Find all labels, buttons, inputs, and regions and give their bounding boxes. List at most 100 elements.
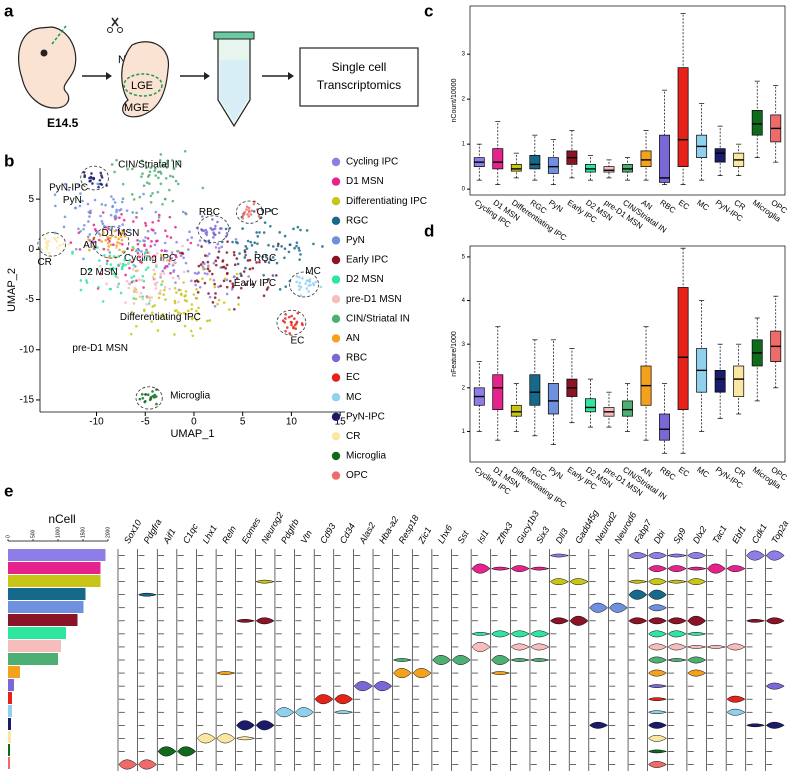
violin	[118, 759, 138, 770]
cell-dot	[69, 241, 73, 244]
cell-dot	[161, 202, 164, 206]
cell-dot	[163, 266, 167, 270]
box	[584, 398, 596, 413]
cluster	[82, 171, 108, 189]
violin	[667, 630, 687, 638]
cell-dot	[201, 260, 205, 264]
box	[547, 157, 559, 174]
cell-dot	[256, 235, 260, 238]
cell-dot	[244, 266, 247, 270]
cell-dot	[156, 329, 160, 332]
cell-dot	[135, 290, 138, 294]
cell-dot	[175, 309, 178, 312]
cell-dot	[155, 402, 158, 406]
x-tick-label: PyN	[547, 198, 565, 214]
cell-dot	[199, 327, 202, 330]
cell-dot	[208, 295, 212, 299]
violin	[510, 643, 530, 651]
cell-dot	[174, 225, 177, 229]
violin	[648, 630, 667, 638]
cell-dot	[154, 239, 158, 243]
cell-dot	[162, 272, 166, 275]
violin	[667, 553, 687, 558]
cell-dot	[162, 164, 165, 167]
cell-dot	[319, 285, 323, 289]
legend-swatch	[331, 314, 341, 323]
cell-dot	[122, 218, 126, 222]
cell-dot	[166, 259, 169, 262]
cell-dot	[235, 272, 239, 276]
violin	[648, 565, 667, 572]
violin	[648, 617, 667, 625]
cell-dot	[118, 216, 121, 220]
cluster-outline	[37, 232, 66, 257]
x-tick-label: 10	[286, 417, 298, 428]
violin	[706, 645, 727, 649]
cell-dot	[77, 184, 80, 187]
legend-label: MC	[346, 392, 362, 403]
gene-label: Cd93	[318, 522, 337, 546]
cell-dot	[79, 288, 83, 292]
legend-swatch	[331, 451, 341, 461]
cell-dot	[216, 302, 219, 306]
cell-dot	[247, 206, 251, 210]
gene-label: Sp9	[671, 526, 688, 545]
cell-dot	[214, 224, 217, 228]
gene-label: Top2a	[769, 519, 790, 545]
cell-dot	[197, 271, 201, 274]
cell-dot	[189, 329, 193, 333]
cell-dot	[184, 290, 188, 293]
cell-dot	[82, 257, 85, 261]
bar	[8, 666, 20, 678]
cell-dot	[154, 287, 158, 290]
cell-dot	[234, 238, 238, 241]
cell-dot	[114, 267, 118, 271]
cell-dot	[165, 316, 168, 319]
cell-dot	[248, 267, 252, 271]
cell-dot	[85, 281, 89, 284]
cell-dot	[135, 215, 138, 219]
violin	[648, 734, 667, 742]
gene-label: Lhx1	[200, 523, 218, 545]
cell-dot	[53, 237, 57, 241]
cell-dot	[112, 272, 116, 276]
cell-dot	[141, 159, 144, 163]
cell-dot	[116, 284, 120, 288]
cell-dot	[145, 181, 149, 184]
cell-dot	[87, 238, 90, 241]
cluster-outline	[197, 215, 230, 244]
cell-dot	[135, 211, 138, 215]
cell-dot	[151, 257, 155, 261]
violin	[687, 632, 707, 636]
cell-dot	[228, 279, 232, 283]
violin	[745, 618, 766, 623]
cell-dot	[246, 213, 249, 216]
cell-dot	[148, 182, 151, 185]
cell-dot	[142, 239, 145, 242]
bar	[8, 744, 10, 756]
violin	[490, 671, 511, 675]
cell-dot	[280, 245, 283, 248]
box	[677, 67, 689, 168]
cell-dot	[87, 220, 90, 223]
cell-dot	[240, 274, 243, 278]
cell-dot	[63, 215, 67, 219]
cell-dot	[196, 243, 200, 247]
cell-dot	[207, 252, 211, 256]
legend-label: OPC	[346, 470, 368, 481]
violin	[569, 615, 589, 626]
cell-dot	[194, 283, 197, 287]
cell-dot	[128, 258, 132, 262]
gene-label: Zfhx3	[494, 521, 514, 546]
cell-dot	[165, 265, 169, 268]
cell-dot	[297, 275, 301, 279]
cell-dot	[211, 218, 214, 221]
cell-dot	[295, 275, 299, 278]
cell-dot	[262, 274, 265, 277]
legend-label: D2 MSN	[346, 274, 384, 285]
cell-dot	[184, 294, 187, 297]
cell-dot	[169, 271, 172, 275]
violin	[138, 759, 157, 770]
violin	[667, 643, 687, 651]
cell-dot	[158, 158, 162, 162]
